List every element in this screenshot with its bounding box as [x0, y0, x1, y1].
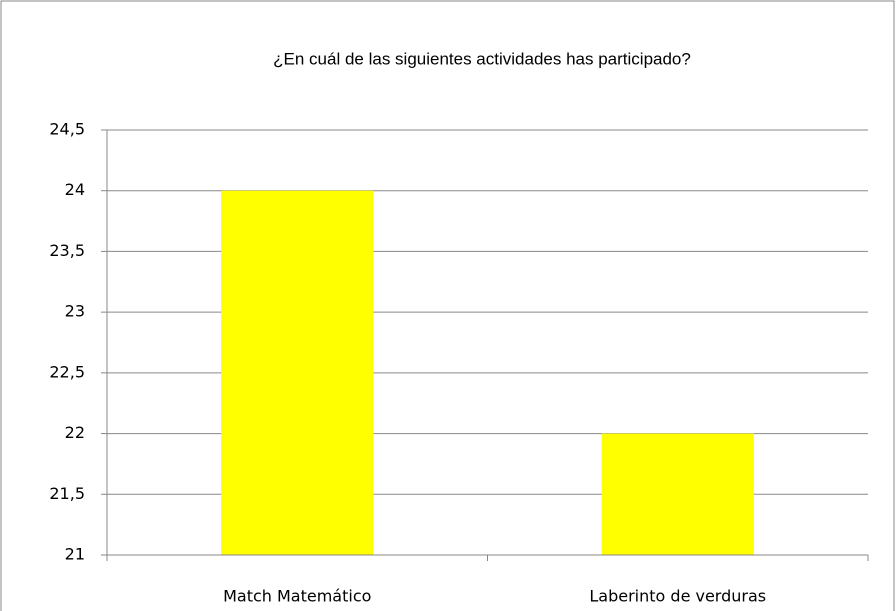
chart-title: ¿En cuál de las siguientes actividades h… [273, 49, 691, 68]
bar [601, 433, 754, 555]
y-tick-label: 21 [65, 545, 85, 564]
y-tick-label: 23 [65, 302, 85, 321]
y-tick-label: 24 [65, 180, 85, 199]
x-tick-label: Match Matemático [223, 587, 371, 606]
y-tick-label: 21,5 [49, 484, 85, 503]
y-tick-label: 23,5 [49, 241, 85, 260]
y-tick-label: 22 [65, 423, 85, 442]
bar [221, 190, 374, 555]
y-tick-label: 24,5 [49, 120, 85, 139]
y-tick-label: 22,5 [49, 362, 85, 381]
x-tick-label: Laberinto de verduras [589, 587, 766, 606]
